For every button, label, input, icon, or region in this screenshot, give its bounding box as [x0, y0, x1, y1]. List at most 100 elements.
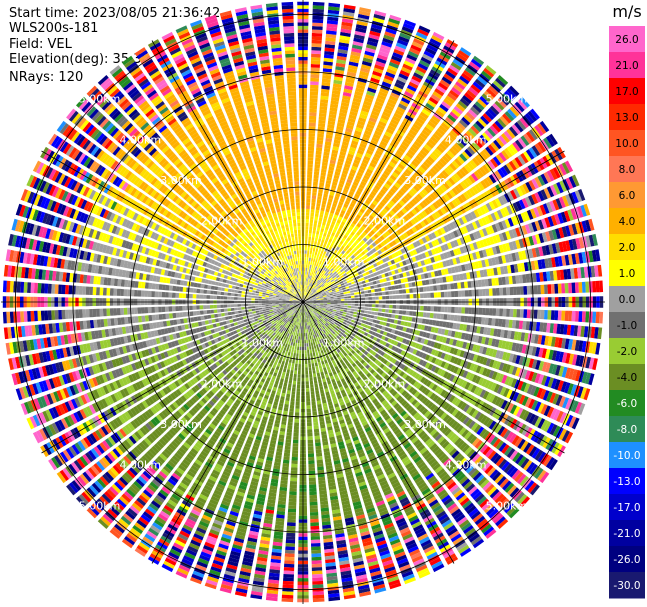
gate-cell	[314, 383, 319, 388]
gate-cell	[451, 86, 462, 96]
gate-cell	[382, 296, 386, 300]
gate-cell	[316, 267, 320, 271]
gate-cell	[328, 227, 333, 232]
gate-cell	[571, 282, 576, 294]
gate-cell	[445, 135, 454, 144]
gate-cell	[319, 178, 325, 184]
gate-cell	[451, 291, 455, 298]
gate-cell	[371, 23, 383, 31]
gate-cell	[307, 243, 311, 248]
gate-cell	[433, 306, 438, 312]
gate-cell	[456, 155, 465, 165]
gate-cell	[355, 250, 361, 255]
gate-cell	[326, 261, 331, 265]
gate-cell	[426, 141, 435, 149]
gate-cell	[472, 122, 483, 133]
gate-cell	[317, 407, 323, 412]
gate-cell	[404, 182, 412, 189]
gate-cell	[413, 305, 417, 311]
gate-cell	[359, 234, 365, 239]
gate-cell	[327, 173, 333, 178]
gate-cell	[342, 188, 349, 194]
gate-cell	[391, 115, 401, 123]
gate-cell	[411, 160, 419, 168]
gate-cell	[492, 288, 497, 296]
gate-cell	[346, 124, 354, 130]
gate-cell	[372, 133, 381, 140]
gate-cell	[444, 167, 452, 176]
gate-cell	[516, 286, 521, 295]
gate-cell	[376, 57, 387, 64]
gate-cell	[381, 137, 390, 144]
gate-cell	[306, 288, 308, 293]
gate-cell	[361, 245, 366, 250]
gate-cell	[426, 184, 434, 192]
gate-cell	[413, 171, 421, 179]
gate-cell	[311, 265, 314, 269]
gate-cell	[373, 153, 381, 159]
gate-cell	[323, 232, 327, 237]
gate-cell	[344, 200, 350, 206]
gate-cell	[504, 90, 515, 101]
gate-cell	[381, 41, 393, 48]
gate-cell	[310, 216, 314, 220]
gate-cell	[333, 304, 338, 307]
gate-cell	[364, 220, 370, 226]
gate-cell	[320, 207, 325, 212]
gate-cell	[307, 250, 310, 255]
gate-cell	[364, 171, 372, 178]
gate-cell	[479, 150, 489, 160]
gate-cell	[353, 133, 361, 139]
gate-cell	[487, 127, 496, 137]
gate-cell	[358, 247, 363, 253]
gate-cell	[437, 160, 445, 168]
gate-cell	[315, 234, 319, 239]
gate-cell	[469, 144, 478, 153]
gate-cell	[595, 280, 600, 293]
gate-cell	[354, 30, 366, 37]
gate-cell	[325, 134, 333, 139]
gate-cell	[304, 267, 306, 271]
gate-cell	[307, 174, 313, 179]
gate-cell	[344, 305, 348, 308]
gate-cell	[306, 271, 309, 275]
gate-cell	[324, 211, 329, 216]
gate-cell	[457, 282, 462, 289]
gate-cell	[361, 320, 366, 324]
gate-cell	[337, 157, 345, 163]
gate-cell	[409, 47, 421, 56]
gate-cell	[395, 192, 402, 199]
gate-cell	[349, 264, 354, 269]
gate-cell	[311, 254, 314, 259]
gate-cell	[472, 103, 483, 113]
gate-cell	[365, 297, 369, 300]
gate-cell	[362, 237, 368, 243]
gate-cell	[336, 164, 343, 170]
gate-cell	[328, 238, 333, 243]
gate-cell	[311, 205, 315, 210]
gate-cell	[317, 224, 321, 228]
gate-cell	[338, 248, 343, 253]
gate-cell	[316, 300, 321, 302]
gate-cell	[355, 24, 368, 30]
gate-cell	[339, 35, 351, 41]
gate-cell	[309, 291, 313, 295]
gate-cell	[393, 195, 400, 202]
gate-cell	[324, 263, 329, 268]
gate-cell	[338, 154, 346, 160]
gate-cell	[354, 193, 360, 199]
gate-cell	[376, 146, 385, 153]
gate-cell	[319, 213, 324, 218]
gate-cell	[403, 195, 410, 202]
gate-cell	[334, 299, 338, 301]
gate-cell	[396, 202, 403, 209]
gate-cell	[337, 270, 342, 275]
gate-cell	[399, 32, 411, 40]
gate-cell	[309, 346, 312, 350]
gate-cell	[371, 311, 375, 315]
gate-cell	[348, 61, 359, 67]
gate-cell	[436, 284, 441, 291]
gate-cell	[389, 14, 402, 22]
gate-cell	[351, 317, 356, 321]
gate-cell	[308, 290, 312, 294]
